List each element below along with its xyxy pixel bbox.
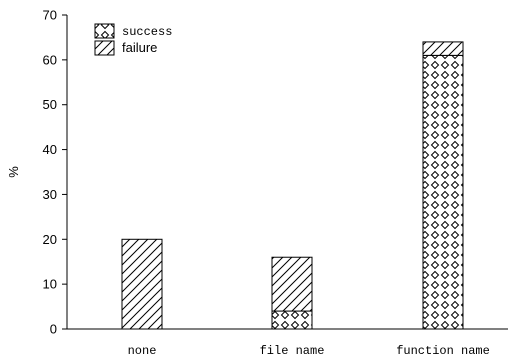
bar-success-file-name [271,310,313,330]
x-tick-label: function name [396,344,490,358]
x-tick-labels: none file name function name [128,344,490,358]
y-tick-label: 50 [43,97,57,112]
bars [121,41,464,330]
legend-label-failure: failure [122,40,157,55]
bar-failure-none [121,238,163,330]
y-ticks: 0 10 20 30 40 50 60 70 [43,8,67,337]
bar-failure-file-name [271,256,313,312]
y-tick-label: 30 [43,187,57,202]
y-tick-label: 40 [43,142,57,157]
legend-swatch-failure [94,40,115,56]
x-tick-label: none [128,344,157,358]
y-tick-label: 20 [43,232,57,247]
legend-label-success: success [122,25,172,39]
y-tick-label: 70 [43,8,57,23]
y-tick-label: 10 [43,277,57,292]
legend-swatch-success [94,23,115,39]
y-tick-label: 60 [43,52,57,67]
y-axis-label: % [6,166,21,178]
legend: success failure [94,23,172,56]
bar-success-function-name [422,54,464,330]
x-tick-label: file name [260,344,325,358]
bar-failure-function-name [422,41,464,56]
y-tick-label: 0 [50,322,57,337]
